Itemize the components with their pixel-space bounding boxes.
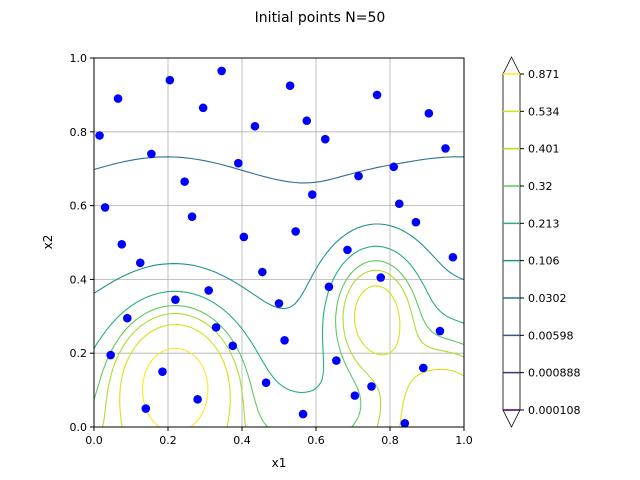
scatter-point [187, 212, 197, 221]
scatter-point [424, 109, 434, 118]
scatter-point [298, 409, 308, 419]
scatter-point [350, 391, 360, 400]
x-axis-ticks: 0.0 0.2 0.4 0.6 0.8 1.0 [85, 427, 473, 447]
y-axis-label: x2 [41, 235, 55, 250]
y-tick-label: 0.6 [70, 200, 88, 213]
colorbar-tick-label: 0.000888 [528, 367, 581, 380]
scatter-point [389, 162, 399, 172]
contour-level-4 [93, 156, 465, 184]
scatter-points [95, 66, 458, 428]
scatter-point [448, 252, 458, 262]
scatter-point [106, 350, 115, 360]
colorbar-frame [502, 73, 521, 411]
scatter-point [193, 395, 202, 404]
scatter-point [95, 131, 104, 140]
x-tick-label: 0.2 [159, 434, 177, 447]
scatter-point [332, 356, 341, 365]
scatter-point [291, 227, 300, 236]
y-tick-label: 0.4 [70, 273, 88, 286]
scatter-point [198, 103, 208, 113]
scatter-point [234, 158, 243, 168]
colorbar-tick-label: 0.0302 [528, 292, 567, 305]
scatter-point [180, 177, 189, 186]
scatter-point [285, 81, 295, 90]
x-tick-label: 0.6 [307, 434, 325, 447]
contour-level-10 [141, 347, 209, 428]
scatter-point [435, 326, 445, 336]
y-axis-ticks: 0.0 0.2 0.4 0.6 0.8 1.0 [70, 52, 94, 434]
scatter-point [239, 232, 249, 242]
x-tick-label: 0.4 [233, 434, 251, 447]
scatter-point [376, 273, 386, 282]
colorbar: 0.000108 0.000888 0.00598 0.0302 0.106 0.213 0… [502, 56, 581, 428]
scatter-point [367, 382, 376, 391]
y-tick-label: 0.0 [70, 421, 88, 434]
scatter-point [171, 295, 180, 304]
scatter-point [204, 286, 213, 295]
scatter-point [354, 171, 363, 181]
colorbar-tick-label: 0.871 [528, 68, 560, 81]
scatter-point [372, 90, 382, 100]
colorbar-tick-label: 0.32 [528, 180, 553, 193]
contour-lines [93, 156, 465, 428]
scatter-point [228, 341, 238, 351]
scatter-point [250, 121, 260, 131]
grid [93, 57, 465, 428]
scatter-point [217, 66, 226, 76]
scatter-point [280, 335, 289, 345]
scatter-point [165, 75, 175, 85]
scatter-point [113, 94, 123, 103]
y-tick-label: 0.2 [70, 347, 88, 360]
x-axis-label: x1 [272, 456, 287, 470]
scatter-point [261, 378, 271, 388]
contour-level-5 [93, 223, 465, 310]
contour-level-6 [93, 245, 465, 394]
scatter-point [211, 323, 221, 332]
scatter-point [308, 190, 317, 199]
scatter-point [141, 404, 151, 413]
colorbar-tick-label: 0.213 [528, 217, 560, 230]
colorbar-tick-label: 0.106 [528, 255, 560, 268]
scatter-point [324, 282, 334, 292]
colorbar-extend-top [502, 56, 521, 75]
colorbar-tick-label: 0.401 [528, 143, 560, 156]
scatter-point [394, 199, 404, 209]
y-tick-label: 0.8 [70, 126, 88, 139]
colorbar-extend-bottom [502, 409, 521, 428]
scatter-point [419, 363, 428, 373]
contour-level-9 [119, 285, 465, 428]
colorbar-tick-label: 0.534 [528, 105, 560, 118]
scatter-point [158, 367, 167, 376]
plot-frame [93, 57, 465, 428]
x-tick-label: 0.8 [381, 434, 399, 447]
colorbar-tick-label: 0.00598 [528, 329, 574, 342]
scatter-point [274, 299, 284, 308]
scatter-point [320, 134, 330, 144]
scatter-point [117, 240, 127, 249]
scatter-point [441, 144, 450, 153]
scatter-point [343, 245, 352, 255]
scatter-point [100, 203, 110, 212]
scatter-point [147, 149, 156, 159]
y-tick-label: 1.0 [70, 52, 88, 65]
contour-level-7 [93, 260, 465, 428]
scatter-point [400, 419, 410, 428]
scatter-point [258, 267, 267, 277]
chart-title: Initial points N=50 [255, 10, 386, 26]
x-tick-label: 1.0 [455, 434, 473, 447]
scatter-point [123, 313, 132, 323]
scatter-point [411, 217, 421, 227]
contour-level-8 [101, 269, 465, 428]
scatter-point [135, 258, 145, 268]
x-tick-label: 0.0 [85, 434, 103, 447]
scatter-point [302, 116, 312, 126]
colorbar-tick-label: 0.000108 [528, 404, 581, 417]
